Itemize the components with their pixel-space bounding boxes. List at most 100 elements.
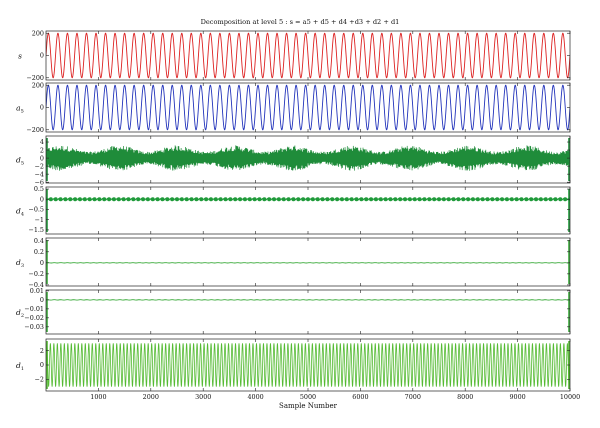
y-tick-label: 0.5 bbox=[34, 185, 44, 193]
bead-marker bbox=[267, 197, 272, 202]
y-tick-label: −0.4 bbox=[28, 281, 44, 289]
bead-marker bbox=[344, 197, 349, 202]
y-tick-label: 4 bbox=[40, 138, 44, 146]
y-tick-label: −0.01 bbox=[24, 305, 44, 313]
y-tick-label: 200 bbox=[32, 29, 44, 37]
panel-label-d2: d2 bbox=[16, 308, 24, 319]
bead-marker bbox=[529, 197, 534, 202]
x-tick-label: 3000 bbox=[195, 393, 211, 401]
y-tick-label: −2 bbox=[35, 162, 44, 170]
bead-marker bbox=[199, 197, 204, 202]
bead-marker bbox=[388, 197, 393, 202]
y-tick-label: 2 bbox=[40, 146, 44, 154]
bead-marker bbox=[262, 197, 267, 202]
y-tick-label: 0 bbox=[40, 154, 44, 162]
bead-marker bbox=[247, 197, 252, 202]
bead-marker bbox=[403, 197, 408, 202]
series-d5 bbox=[46, 145, 570, 171]
panel-label-s: s bbox=[18, 52, 22, 61]
bead-marker bbox=[242, 197, 247, 202]
bead-marker bbox=[257, 197, 262, 202]
panel-frame bbox=[45, 186, 571, 235]
bead-marker bbox=[437, 197, 441, 202]
bead-marker bbox=[107, 197, 112, 202]
x-tick-label: 2000 bbox=[143, 393, 159, 401]
bead-marker bbox=[111, 197, 116, 202]
bead-marker bbox=[407, 197, 412, 202]
bead-marker bbox=[364, 197, 369, 202]
bead-marker bbox=[126, 197, 131, 202]
bead-marker bbox=[150, 197, 155, 202]
bead-marker bbox=[461, 197, 466, 202]
bead-marker bbox=[563, 197, 568, 202]
y-tick-label: 0 bbox=[40, 52, 44, 60]
bead-marker bbox=[204, 197, 209, 202]
bead-marker bbox=[296, 197, 301, 202]
bead-marker bbox=[432, 197, 437, 202]
y-tick-label: −0.5 bbox=[28, 206, 44, 214]
bead-marker bbox=[412, 197, 417, 202]
y-tick-label: −200 bbox=[26, 126, 44, 134]
bead-marker bbox=[325, 197, 330, 202]
bead-marker bbox=[393, 197, 398, 202]
bead-marker bbox=[48, 197, 53, 202]
bead-marker bbox=[155, 197, 160, 202]
y-tick-label: 2 bbox=[40, 347, 44, 355]
bead-marker bbox=[538, 197, 543, 202]
series-a5 bbox=[46, 84, 570, 131]
bead-marker bbox=[92, 197, 97, 202]
panel-frame bbox=[45, 237, 571, 287]
y-tick-label: −0.03 bbox=[24, 323, 44, 331]
y-tick-label: 0 bbox=[40, 259, 44, 267]
y-tick-label: −6 bbox=[35, 178, 44, 186]
bead-marker bbox=[272, 197, 277, 202]
panel-frame bbox=[45, 289, 571, 335]
bead-marker bbox=[82, 197, 87, 202]
panel-label-d1: d1 bbox=[16, 361, 24, 372]
x-tick-label: 7000 bbox=[405, 393, 421, 401]
bead-marker bbox=[514, 197, 519, 202]
bead-marker bbox=[504, 197, 509, 202]
bead-marker bbox=[548, 197, 553, 202]
bead-marker bbox=[320, 197, 325, 202]
y-tick-label: −2 bbox=[35, 376, 44, 384]
bead-marker bbox=[63, 197, 68, 202]
bead-marker bbox=[218, 197, 223, 202]
bead-marker bbox=[383, 197, 388, 202]
x-tick-label: 1000 bbox=[90, 393, 106, 401]
bead-marker bbox=[306, 197, 310, 202]
bead-marker bbox=[291, 197, 296, 202]
bead-marker bbox=[68, 197, 73, 202]
bead-marker bbox=[238, 197, 243, 202]
bead-marker bbox=[509, 197, 514, 202]
panel-label-a5: a5 bbox=[16, 104, 24, 115]
x-tick-label: 8000 bbox=[457, 393, 473, 401]
bead-marker bbox=[475, 197, 480, 202]
bead-marker bbox=[359, 197, 364, 202]
bead-marker bbox=[519, 197, 524, 202]
y-tick-label: −1.5 bbox=[28, 226, 44, 234]
panel-a5: 200 0 −200 a5 bbox=[16, 81, 571, 134]
bead-marker bbox=[398, 197, 403, 202]
bead-marker bbox=[310, 197, 315, 202]
bead-marker bbox=[485, 197, 490, 202]
bead-marker bbox=[223, 197, 228, 202]
bead-marker bbox=[145, 197, 150, 202]
bead-marker bbox=[53, 197, 58, 202]
series-d1 bbox=[46, 343, 570, 387]
bead-marker bbox=[252, 197, 257, 202]
bead-marker bbox=[417, 197, 422, 202]
bead-marker bbox=[495, 197, 500, 202]
panel-s: 200 0 −200 s bbox=[18, 29, 571, 82]
x-tick-label: 6000 bbox=[352, 393, 368, 401]
bead-marker bbox=[373, 197, 378, 202]
series-s bbox=[46, 32, 570, 79]
bead-marker bbox=[179, 197, 184, 202]
bead-marker bbox=[73, 197, 78, 202]
bead-marker bbox=[524, 197, 529, 202]
bead-marker bbox=[194, 197, 199, 202]
bead-marker bbox=[543, 197, 548, 202]
bead-marker bbox=[175, 197, 179, 202]
y-tick-label: −1 bbox=[35, 216, 44, 224]
